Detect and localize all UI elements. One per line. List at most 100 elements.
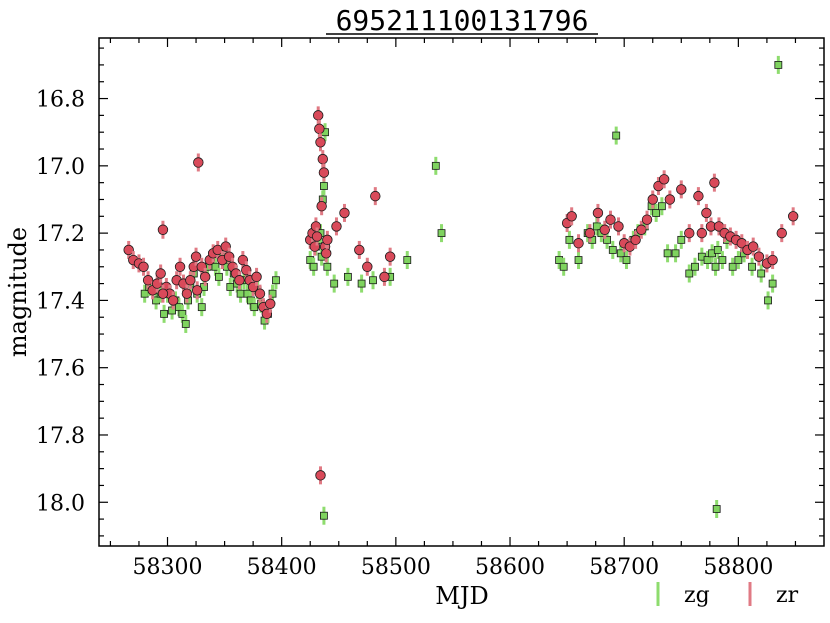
marker-zg <box>343 272 352 281</box>
data-point-zr <box>316 197 327 216</box>
marker-zr <box>157 224 169 235</box>
plot-frame <box>98 37 825 547</box>
marker-zg <box>657 202 666 211</box>
marker-zr <box>321 248 332 259</box>
marker-zg <box>734 256 743 264</box>
marker-zr <box>676 184 687 195</box>
data-point-zr <box>647 190 658 209</box>
marker-zg <box>236 289 245 298</box>
data-point-zg <box>565 230 574 249</box>
data-point-zg <box>748 257 756 276</box>
marker-zr <box>193 157 204 168</box>
data-point-zg <box>712 499 721 518</box>
marker-zr <box>322 234 333 246</box>
marker-zr <box>684 227 695 239</box>
x-axis-label: MJD <box>435 582 488 610</box>
marker-zr <box>318 167 330 178</box>
y-tick-label: 17.8 <box>36 424 85 449</box>
data-point-zg <box>272 271 280 290</box>
data-point-zr <box>318 163 330 182</box>
marker-zg <box>671 249 680 258</box>
data-point-zr <box>212 240 223 259</box>
marker-zg <box>369 276 377 285</box>
data-point-zr <box>776 224 787 243</box>
data-point-zr <box>701 203 712 222</box>
legend: zg zr <box>656 582 799 608</box>
marker-zr <box>384 251 396 262</box>
data-point-zg <box>343 267 352 286</box>
marker-zg <box>574 256 583 264</box>
data-point-zr <box>693 187 704 206</box>
data-point-zg <box>768 274 777 293</box>
data-point-zr <box>155 264 166 283</box>
data-point-zg <box>330 274 339 293</box>
data-point-zr <box>265 294 276 313</box>
marker-zg <box>612 131 621 140</box>
data-point-zg <box>728 257 737 276</box>
data-point-zg <box>711 257 720 276</box>
marker-zr <box>339 207 350 219</box>
marker-zr <box>605 214 616 225</box>
marker-zr <box>748 241 759 252</box>
marker-zr <box>157 288 169 299</box>
y-axis-label: magnitude <box>4 227 32 357</box>
data-point-zr <box>322 230 333 249</box>
data-point-zg <box>718 251 727 270</box>
data-point-zr <box>787 207 799 226</box>
data-point-zr <box>605 210 616 229</box>
data-point-zr <box>676 180 687 199</box>
data-point-zr <box>584 224 596 243</box>
data-point-zr <box>311 227 323 246</box>
data-point-zr <box>370 187 381 206</box>
data-point-zg <box>616 244 625 263</box>
data-point-zg <box>320 506 328 525</box>
data-point-zg <box>685 264 694 283</box>
data-point-zr <box>331 217 342 236</box>
marker-zg <box>214 272 223 281</box>
data-point-zg <box>437 224 446 243</box>
marker-zg <box>677 235 686 244</box>
marker-zr <box>311 231 323 242</box>
marker-zg <box>555 256 564 264</box>
data-point-zg <box>559 257 568 276</box>
marker-zr <box>566 211 577 222</box>
y-tick-label: 17.0 <box>36 155 85 180</box>
data-point-zg <box>764 291 772 310</box>
marker-zg <box>713 246 722 254</box>
marker-zr <box>613 221 624 232</box>
marker-zr <box>185 275 196 286</box>
data-point-zr <box>168 291 179 310</box>
data-point-zg <box>671 244 680 263</box>
data-point-zr <box>354 240 365 259</box>
marker-zr <box>168 295 179 306</box>
chart-title: 695211100131796 <box>336 4 589 37</box>
marker-zg <box>712 505 721 513</box>
marker-zr <box>584 227 596 239</box>
marker-zr <box>787 211 799 222</box>
marker-zg <box>320 182 328 190</box>
marker-zr <box>354 244 365 256</box>
data-point-zr <box>709 173 720 192</box>
y-tick-label: 17.4 <box>36 289 85 314</box>
data-point-zg <box>160 304 168 323</box>
marker-zr <box>362 261 373 272</box>
marker-zr <box>199 271 211 283</box>
data-point-zr <box>664 190 676 209</box>
marker-zr <box>315 470 326 481</box>
marker-zg <box>663 249 672 258</box>
data-point-zr <box>123 240 134 259</box>
marker-zr <box>315 137 326 148</box>
marker-zg <box>559 262 568 271</box>
data-point-zr <box>379 267 390 286</box>
marker-zg <box>226 283 235 291</box>
marker-zr <box>191 285 203 296</box>
marker-zg <box>718 256 727 264</box>
marker-zg <box>178 309 187 318</box>
legend-label-zr: zr <box>776 583 799 608</box>
marker-zr <box>265 298 276 309</box>
data-point-zg <box>431 156 440 175</box>
marker-zr <box>599 224 610 235</box>
data-point-zr <box>748 237 759 256</box>
marker-zr <box>647 194 658 205</box>
